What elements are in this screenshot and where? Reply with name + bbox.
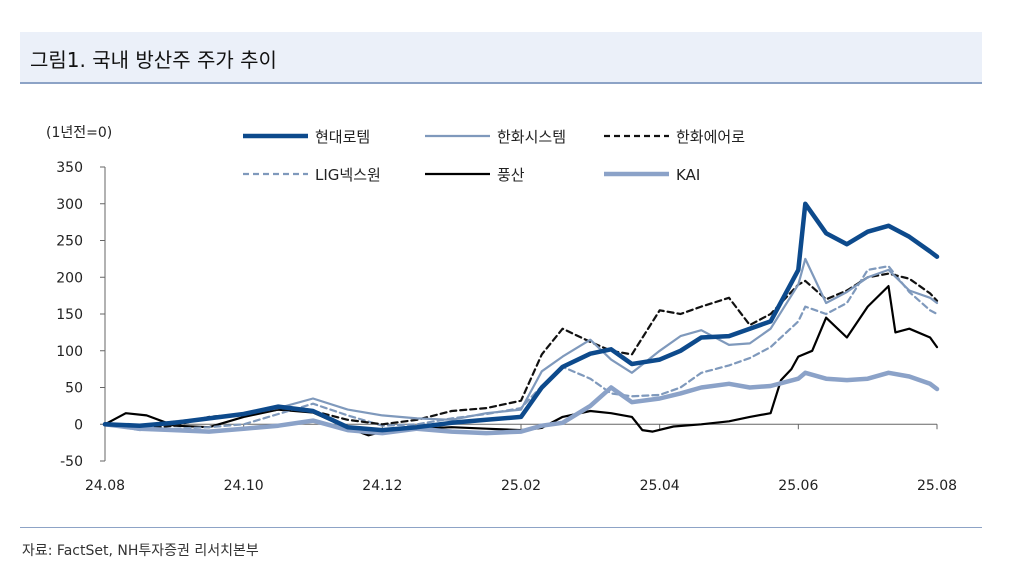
y-tick-label: 150: [56, 307, 83, 323]
legend-label: 한화에어로: [676, 128, 745, 146]
legend-label: 풍산: [497, 166, 525, 184]
footer-divider: [20, 527, 982, 528]
legend-label: KAI: [676, 166, 700, 184]
series-line-1: [102, 201, 940, 433]
y-axis-label: (1년전=0): [46, 125, 112, 141]
series-line-2: [103, 257, 939, 429]
x-tick-label: 25.06: [778, 478, 818, 494]
plot-area: [102, 201, 940, 437]
x-tick-label: 24.08: [85, 478, 125, 494]
y-tick-label: 0: [74, 417, 83, 433]
y-tick-label: 200: [56, 270, 83, 286]
x-tick-label: 24.10: [224, 478, 264, 494]
y-tick-label: 50: [65, 381, 83, 397]
legend-label: 현대로템: [315, 128, 370, 146]
series-line-6: [102, 370, 940, 436]
y-tick-label: 300: [56, 197, 83, 213]
legend-label: LIG넥스원: [315, 166, 381, 184]
x-tick-label: 24.12: [362, 478, 402, 494]
x-tick-label: 25.02: [501, 478, 541, 494]
y-tick-label: 250: [56, 234, 83, 250]
source-note: 자료: FactSet, NH투자증권 리서치본부: [22, 543, 259, 559]
y-tick-label: 350: [56, 160, 83, 176]
title-bar: 그림1. 국내 방산주 주가 추이: [20, 32, 982, 84]
legend-label: 한화시스템: [497, 128, 566, 146]
y-tick-label: 100: [56, 344, 83, 360]
series-line-4: [103, 265, 939, 432]
x-tick-label: 25.04: [640, 478, 680, 494]
y-tick-label: -50: [60, 454, 83, 470]
x-tick-label: 25.08: [917, 478, 957, 494]
legend: 현대로템 한화시스템 한화에어로 LIG넥스원 풍산 KAI: [243, 128, 745, 184]
chart-title: 그림1. 국내 방산주 주가 추이: [30, 48, 277, 72]
